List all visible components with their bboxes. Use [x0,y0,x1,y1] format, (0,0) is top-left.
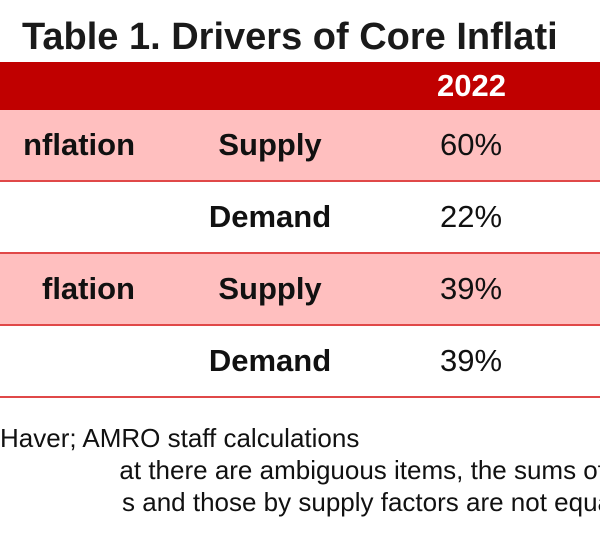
table-row: nflation Supply 60% [0,110,600,182]
row-factor: Supply [218,127,322,162]
source-note: Haver; AMRO staff calculations [0,423,360,453]
footnote-line: s and those by supply factors are not eq… [122,487,600,517]
table-header: 2022 [0,62,600,110]
row-value: 39% [440,343,503,378]
column-header-year: 2022 [437,68,506,103]
table-row: flation Supply 39% [0,254,600,326]
row-factor: Supply [218,271,322,306]
table-title: Table 1. Drivers of Core Inflati [22,16,558,58]
table-row: Demand 39% [0,326,600,398]
row-factor: Demand [208,343,332,378]
row-category: flation [42,271,135,306]
row-factor: Demand [208,199,332,234]
table-row: Demand 22% [0,182,600,254]
row-value: 22% [440,199,503,234]
row-value: 60% [440,127,503,162]
footnote-line: at there are ambiguous items, the sums o… [119,455,600,485]
row-value: 39% [440,271,503,306]
row-category: nflation [23,127,135,162]
